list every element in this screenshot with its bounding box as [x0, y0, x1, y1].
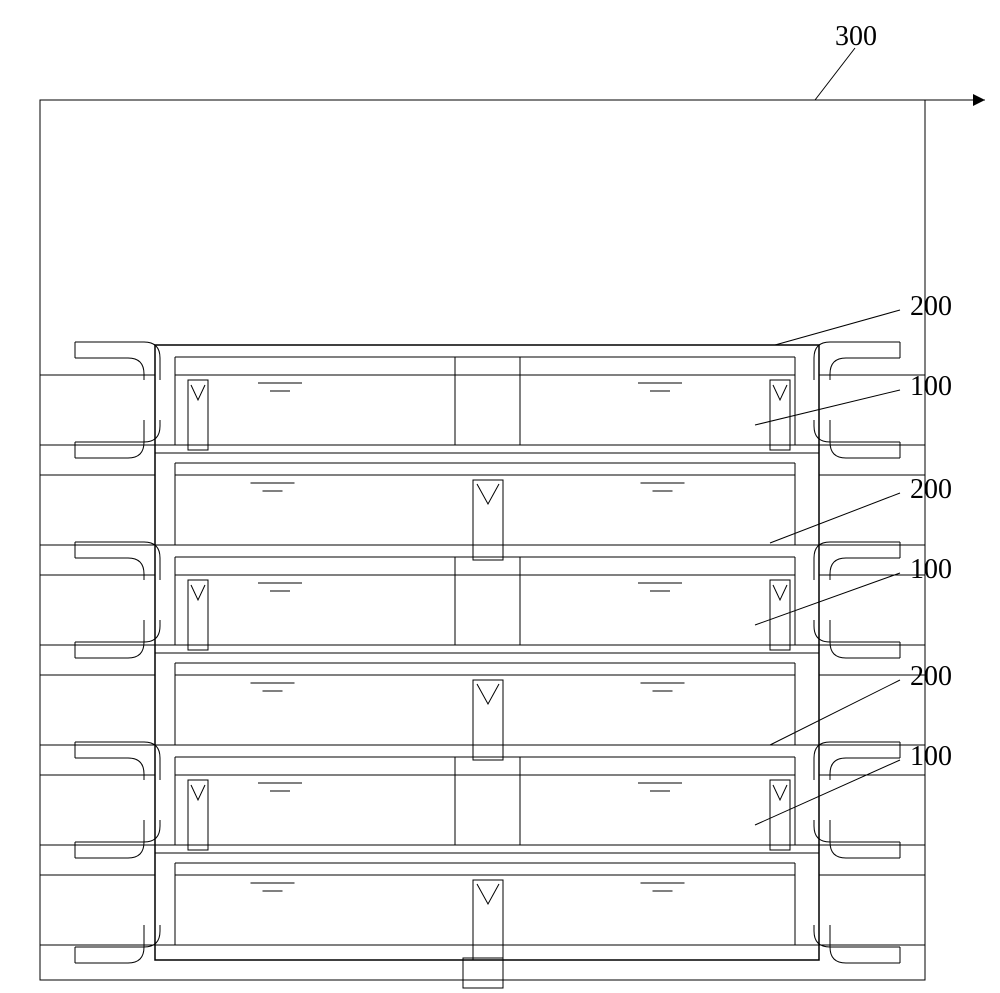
- callout-label: 200: [910, 474, 952, 505]
- callout-label: 300: [835, 21, 877, 52]
- callout-label: 100: [910, 371, 952, 402]
- callout-label: 100: [910, 554, 952, 585]
- diagram-canvas: 300 200 100 200 100 200 100: [0, 0, 1000, 993]
- callout-label: 100: [910, 741, 952, 772]
- callout-label: 200: [910, 661, 952, 692]
- callout-label: 200: [910, 291, 952, 322]
